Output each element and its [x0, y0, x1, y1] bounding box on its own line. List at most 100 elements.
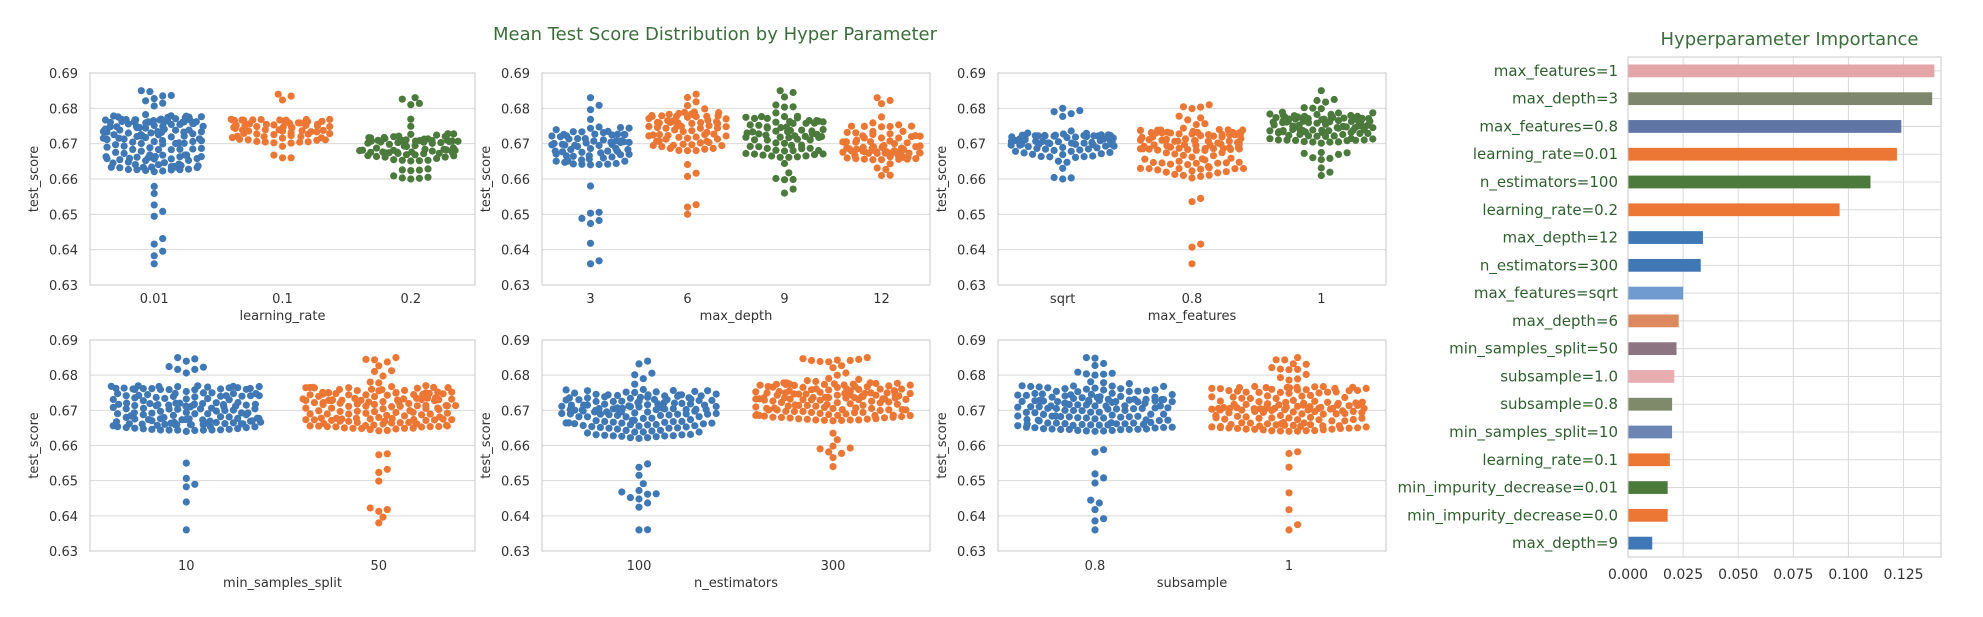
swarm-point [752, 403, 760, 411]
bar [1628, 231, 1703, 244]
swarm-point [789, 185, 797, 193]
swarm-point [413, 384, 421, 392]
swarm-point [1324, 388, 1332, 396]
swarm-point [669, 405, 677, 413]
y-tick-label: 0.63 [957, 279, 986, 294]
swarm-point [362, 355, 370, 363]
swarm-point [701, 145, 709, 153]
swarm-point [1300, 138, 1308, 146]
swarm-point [1328, 417, 1336, 425]
swarm-point [159, 92, 167, 100]
bar-category-label: min_impurity_decrease=0.0 [1407, 506, 1618, 525]
swarm-point [165, 401, 173, 409]
swarm-point [1158, 159, 1166, 167]
swarm-point [665, 424, 673, 432]
swarm-point [375, 477, 383, 485]
swarm-point [1205, 171, 1213, 179]
swarm-point [652, 388, 660, 396]
swarm-point [1050, 173, 1058, 182]
swarm-point [830, 380, 838, 388]
swarm-point [653, 137, 661, 145]
swarm-point [154, 128, 162, 136]
swarm-point [430, 416, 439, 424]
swarm-point [370, 400, 379, 409]
swarm-point [622, 413, 630, 421]
swarm-point [187, 421, 195, 429]
swarm-point [639, 480, 647, 488]
swarm-point [1121, 420, 1129, 428]
swarm-point [434, 388, 442, 396]
swarm-point [708, 396, 716, 404]
swarm-point [1266, 110, 1274, 118]
swarm-point [309, 383, 317, 391]
swarm-point [569, 128, 577, 136]
y-tick-label: 0.65 [49, 208, 78, 223]
swarm-point [191, 393, 199, 401]
swarm-point [825, 358, 833, 366]
swarm-point [1179, 171, 1187, 179]
swarm-point [829, 463, 837, 471]
swarm-point [1078, 394, 1086, 402]
swarm-point [1220, 404, 1228, 412]
swarm-point [772, 174, 780, 183]
swarm-point [783, 123, 791, 131]
swarm-point [174, 383, 182, 391]
swarm-point [595, 123, 603, 131]
swarm-point [601, 417, 609, 426]
swarm-point [685, 394, 693, 402]
y-tick-label: 0.66 [501, 173, 530, 188]
swarm-point [696, 139, 705, 147]
swarm-point [622, 388, 630, 396]
swarm-point [319, 126, 327, 134]
swarm-point [370, 408, 379, 416]
swarm-point [1065, 413, 1073, 421]
swarm-point [882, 165, 890, 173]
swarm-point [1339, 122, 1347, 131]
swarm-point [565, 394, 574, 402]
y-tick-label: 0.63 [957, 545, 986, 560]
swarm-point [253, 130, 261, 138]
swarm-point [644, 357, 652, 365]
y-axis-label: test_score [479, 146, 494, 212]
swarm-point [1349, 407, 1357, 415]
x-tick-label: 1 [1317, 292, 1325, 307]
swarm-point [1100, 446, 1108, 454]
swarm-point [1192, 121, 1200, 129]
swarm-point [1108, 411, 1116, 419]
swarm-point [770, 404, 779, 412]
swarm-point [103, 143, 111, 151]
swarm-point [392, 425, 400, 433]
swarm-point [1285, 526, 1293, 534]
swarm-point [392, 389, 400, 397]
swarm-point [239, 420, 247, 428]
swarm-point [1180, 141, 1189, 149]
swarm-point [1091, 526, 1099, 534]
swarm-point [712, 409, 720, 418]
swarm-point [787, 141, 796, 149]
swarm-point [398, 166, 406, 174]
swarm-point [276, 116, 284, 124]
swarm-point [860, 122, 868, 130]
swarm-point [149, 117, 158, 125]
swarm-point [678, 431, 686, 439]
swarm-point [398, 174, 406, 182]
swarm-point [1362, 423, 1370, 431]
swarm-point [565, 419, 573, 427]
swarm-point [1317, 105, 1325, 113]
swarm-point [1227, 420, 1235, 429]
swarm-point [124, 165, 132, 174]
swarm-point [388, 367, 396, 375]
swarm-point [242, 401, 250, 409]
swarm-point [1285, 449, 1293, 458]
swarm-point [567, 401, 576, 409]
x-tick-label: 3 [586, 292, 594, 307]
x-tick-label: 0.2 [400, 292, 421, 307]
swarm-point [345, 417, 353, 425]
swarm-point [169, 411, 177, 419]
swarm-point [1369, 135, 1377, 143]
swarm-point [1289, 408, 1297, 416]
swarm-point [435, 422, 443, 431]
swarm-point [160, 159, 168, 167]
swarm-point [278, 134, 287, 142]
swarm-point [361, 421, 370, 430]
